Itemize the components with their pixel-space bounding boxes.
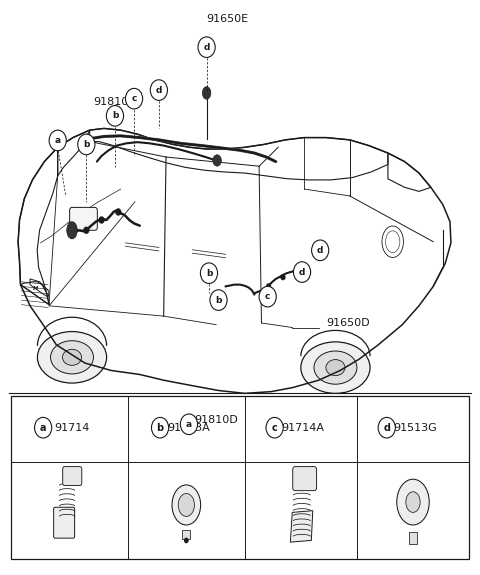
FancyBboxPatch shape bbox=[54, 507, 75, 538]
FancyBboxPatch shape bbox=[70, 208, 97, 230]
Text: 91714: 91714 bbox=[54, 423, 89, 433]
Ellipse shape bbox=[406, 492, 420, 512]
Ellipse shape bbox=[202, 87, 211, 99]
Circle shape bbox=[294, 267, 299, 273]
Ellipse shape bbox=[50, 341, 94, 374]
Text: c: c bbox=[132, 94, 137, 103]
Text: b: b bbox=[156, 423, 164, 433]
Text: a: a bbox=[40, 423, 47, 433]
Ellipse shape bbox=[67, 222, 77, 239]
Text: c: c bbox=[265, 292, 270, 301]
Text: d: d bbox=[317, 246, 324, 255]
Text: 91650E: 91650E bbox=[206, 14, 249, 24]
Circle shape bbox=[180, 414, 198, 435]
Circle shape bbox=[84, 227, 89, 233]
Ellipse shape bbox=[213, 155, 221, 166]
Text: b: b bbox=[112, 112, 118, 120]
Ellipse shape bbox=[178, 493, 194, 516]
Circle shape bbox=[116, 209, 121, 216]
Ellipse shape bbox=[301, 342, 370, 393]
FancyBboxPatch shape bbox=[63, 466, 82, 485]
Circle shape bbox=[35, 417, 52, 438]
Circle shape bbox=[107, 106, 123, 126]
Text: 91714A: 91714A bbox=[282, 423, 325, 433]
Ellipse shape bbox=[314, 351, 357, 384]
Text: d: d bbox=[204, 43, 210, 52]
Text: a: a bbox=[186, 420, 192, 429]
Circle shape bbox=[266, 283, 271, 289]
Text: 91650D: 91650D bbox=[326, 317, 370, 328]
Circle shape bbox=[266, 417, 283, 438]
FancyBboxPatch shape bbox=[293, 466, 317, 490]
Text: 91513G: 91513G bbox=[394, 423, 437, 433]
Bar bbox=[182, 530, 190, 539]
Circle shape bbox=[259, 286, 276, 307]
Circle shape bbox=[125, 89, 143, 109]
Bar bbox=[408, 532, 417, 544]
Circle shape bbox=[78, 134, 95, 155]
Text: b: b bbox=[83, 140, 90, 149]
Circle shape bbox=[293, 262, 311, 282]
Text: 91810D: 91810D bbox=[195, 415, 239, 425]
Text: H: H bbox=[33, 286, 38, 291]
Ellipse shape bbox=[326, 359, 345, 375]
Ellipse shape bbox=[397, 479, 429, 525]
Circle shape bbox=[99, 217, 105, 224]
Circle shape bbox=[152, 417, 168, 438]
Circle shape bbox=[198, 37, 215, 58]
Ellipse shape bbox=[37, 332, 107, 383]
Text: d: d bbox=[383, 423, 390, 433]
Text: d: d bbox=[299, 267, 305, 277]
Text: d: d bbox=[156, 86, 162, 94]
Text: b: b bbox=[216, 296, 222, 305]
Polygon shape bbox=[290, 511, 313, 542]
Circle shape bbox=[200, 263, 217, 283]
Text: 91513A: 91513A bbox=[168, 423, 210, 433]
Circle shape bbox=[184, 538, 189, 543]
Text: a: a bbox=[55, 136, 61, 145]
Ellipse shape bbox=[172, 485, 201, 525]
Circle shape bbox=[378, 417, 396, 438]
Bar bbox=[11, 396, 469, 559]
Ellipse shape bbox=[62, 349, 82, 365]
Circle shape bbox=[49, 130, 66, 151]
Text: b: b bbox=[206, 269, 212, 278]
Text: 91810E: 91810E bbox=[93, 97, 135, 108]
Circle shape bbox=[281, 274, 285, 280]
Circle shape bbox=[312, 240, 329, 260]
Text: c: c bbox=[272, 423, 277, 433]
Circle shape bbox=[210, 290, 227, 310]
Circle shape bbox=[150, 80, 168, 101]
